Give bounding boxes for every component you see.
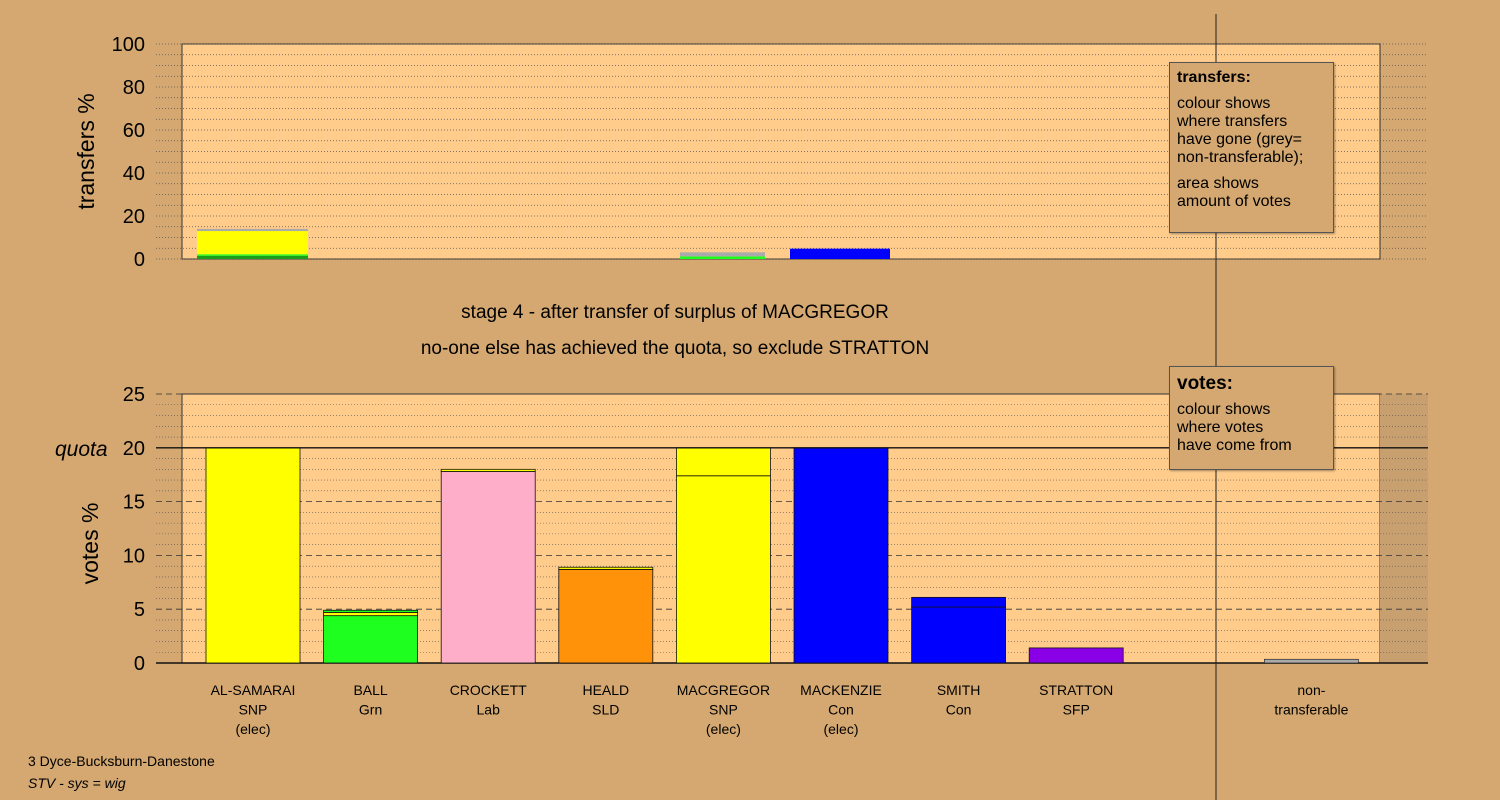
votes-bar-segment <box>323 615 419 664</box>
transfers-bar-segment <box>680 252 765 257</box>
transfers-bar-segment <box>197 255 308 259</box>
system-label: STV - sys = wig <box>28 775 126 791</box>
votes-axis-label: votes % <box>77 503 103 585</box>
votes-tick-label: 20 <box>123 438 145 460</box>
category-label: HEALD <box>582 682 629 698</box>
transfers-legend-line: colour shows <box>1177 95 1271 112</box>
transfers-legend: transfers: colour shows where transfers … <box>1169 62 1334 233</box>
votes-bar-segment <box>323 612 419 617</box>
votes-legend: votes: colour shows where votes have com… <box>1169 366 1334 470</box>
votes-bar-segment <box>793 447 889 664</box>
category-label: (elec) <box>823 721 858 737</box>
transfers-tick-label: 0 <box>134 249 145 271</box>
category-label: SMITH <box>937 682 981 698</box>
category-label: BALL <box>353 682 387 698</box>
votes-tick-label: 5 <box>134 599 145 621</box>
transfers-axis-label: transfers % <box>73 93 99 209</box>
votes-legend-line: have come from <box>1177 437 1292 454</box>
votes-bar-segment <box>1264 658 1359 664</box>
votes-bar-segment <box>1028 647 1124 664</box>
category-label: Con <box>828 702 854 718</box>
votes-tick-label: 10 <box>123 545 145 567</box>
transfers-legend-title: transfers: <box>1177 69 1251 86</box>
votes-bar-segment <box>323 609 419 613</box>
transfers-tick-label: 60 <box>123 120 145 142</box>
category-label: SNP <box>239 702 268 718</box>
transfers-bar-segment <box>790 248 890 259</box>
votes-tick-label: 15 <box>123 492 145 514</box>
votes-bar-segment <box>676 447 771 477</box>
transfers-legend-line: area shows <box>1177 175 1259 192</box>
category-label: MACKENZIE <box>800 682 882 698</box>
category-label: transferable <box>1274 702 1348 718</box>
transfers-tick-label: 40 <box>123 163 145 185</box>
transfers-bar-segment <box>197 231 308 255</box>
votes-legend-line: colour shows <box>1177 401 1271 418</box>
category-label: SFP <box>1063 702 1090 718</box>
transfers-legend-line: where transfers <box>1177 113 1288 130</box>
category-label: SLD <box>592 702 619 718</box>
votes-bar-segment <box>558 568 654 664</box>
category-label: Lab <box>477 702 501 718</box>
category-label: Con <box>946 702 972 718</box>
stage-title: stage 4 - after transfer of surplus of M… <box>461 302 889 323</box>
stage-subtitle: no-one else has achieved the quota, so e… <box>421 338 929 359</box>
votes-bar-segment <box>440 468 536 472</box>
category-label: (elec) <box>706 721 741 737</box>
transfers-bar-segment <box>680 256 765 259</box>
votes-legend-title: votes: <box>1177 373 1233 394</box>
category-label: STRATTON <box>1039 682 1113 698</box>
transfers-legend-line: amount of votes <box>1177 193 1291 210</box>
category-label: Grn <box>359 702 382 718</box>
category-label: SNP <box>709 702 738 718</box>
transfers-bar-segment <box>197 228 308 232</box>
votes-legend-line: where votes <box>1177 419 1264 436</box>
transfers-legend-line: have gone (grey= <box>1177 131 1302 148</box>
transfers-tick-label: 100 <box>112 34 145 56</box>
category-label: (elec) <box>235 721 270 737</box>
votes-bar-segment <box>676 475 771 664</box>
category-label: CROCKETT <box>450 682 527 698</box>
votes-tick-label: 0 <box>134 653 145 675</box>
transfers-tick-label: 20 <box>123 206 145 228</box>
votes-shaded-region <box>1380 394 1428 663</box>
votes-bar-segment <box>558 566 654 570</box>
constituency-label: 3 Dyce-Bucksburn-Danestone <box>28 753 215 769</box>
category-label: AL-SAMARAI <box>211 682 296 698</box>
votes-tick-label: 25 <box>123 384 145 406</box>
transfers-bar-segment <box>197 254 308 256</box>
votes-bar-segment <box>440 471 536 664</box>
votes-bar-segment <box>205 447 301 664</box>
category-label: MACGREGOR <box>677 682 770 698</box>
transfers-legend-line: non-transferable); <box>1177 149 1304 166</box>
votes-bar-segment <box>911 596 1006 608</box>
votes-bar-segment <box>911 606 1006 664</box>
category-label: non- <box>1297 682 1325 698</box>
quota-label: quota <box>55 438 108 461</box>
transfers-tick-label: 80 <box>123 77 145 99</box>
